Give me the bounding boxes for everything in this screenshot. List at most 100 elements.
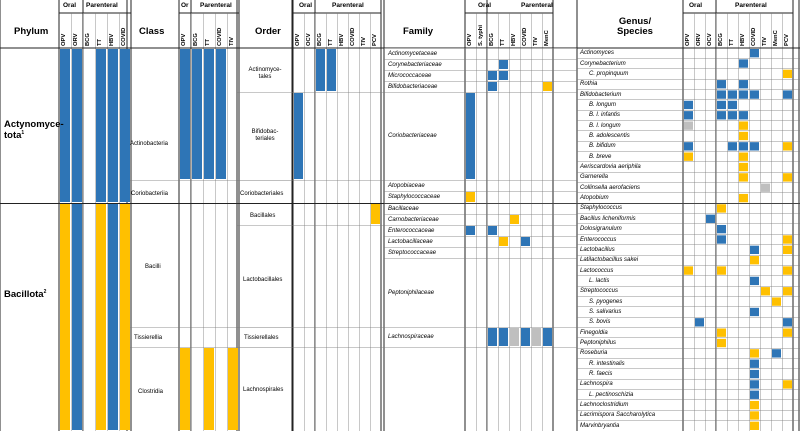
family-cell-bcg-1 <box>488 71 497 80</box>
genus-row-r-faecis: R. faecis <box>589 371 613 378</box>
class-col-tiv: TIV <box>229 36 235 46</box>
genus-row-c-propinquum: C. propinquum <box>589 70 629 77</box>
family-parenteral: Parenteral <box>521 2 553 9</box>
family-row-peptoniphilaceae: Peptoniphilaceae <box>388 289 435 296</box>
genus-cell-bcg-5 <box>717 90 726 99</box>
order-col-tiv: TIV <box>360 36 367 46</box>
order-header: Order <box>255 26 281 37</box>
genus-cell-pcv-38 <box>783 245 792 255</box>
genus-row-finegoldia: Finegoldia <box>580 329 608 336</box>
family-cell-tt-0 <box>499 60 508 69</box>
genus-row-latilactobacillus-sakei: Latilactobacillus sakei <box>580 257 639 264</box>
genus-cell-hbv-1 <box>739 59 748 68</box>
class-cell-opv-0 <box>180 49 190 179</box>
genus-col-bcg: BCG <box>717 33 724 46</box>
genus-cell-hbv-31 <box>739 193 748 203</box>
order-cell-tt-1 <box>327 49 336 91</box>
order-col-opv: OPV <box>294 33 301 46</box>
genus-col-opv: OPV <box>684 33 691 46</box>
phylum-cell-covid-4 <box>120 49 130 202</box>
family-row-staphylococcaceae: Staphylococcaceae <box>388 194 441 200</box>
class-col-covid: COVID <box>217 27 223 46</box>
genus-cell-covid-57 <box>750 380 759 389</box>
genus-cell-hbv-26 <box>739 152 748 161</box>
genus-parenteral: Parenteral <box>735 2 767 9</box>
genus-cell-tt-21 <box>728 142 737 151</box>
genus-cell-hbv-16 <box>739 111 748 120</box>
genus-cell-menc-54 <box>772 349 781 358</box>
genus-col-covid: COVID <box>750 27 757 46</box>
genus-cell-covid-61 <box>750 411 759 420</box>
class-row-bacilli: Bacilli <box>145 264 161 270</box>
genus-cell-covid-37 <box>750 245 759 255</box>
family-cell-opv-6 <box>466 192 475 202</box>
class-cell-tiv-6 <box>228 348 238 430</box>
family-row-coriobacteriaceae: Coriobacteriaceae <box>388 133 437 139</box>
family-cell-opv-5 <box>466 93 475 179</box>
genus-row-b-l-infantis: B. l. infantis <box>589 112 621 119</box>
genus-cell-pcv-29 <box>783 173 792 182</box>
class-cell-tt-5 <box>204 348 214 430</box>
genus-row-b-l-longum: B. l. longum <box>589 122 621 129</box>
genus-col-hbv: HBV <box>739 33 746 46</box>
genus-cell-hbv-19 <box>739 131 748 141</box>
family-cell-tt-13 <box>499 328 508 346</box>
phylum-oral: Oral <box>63 2 77 9</box>
genus-row-r-intestinalis: R. intestinalis <box>589 360 625 367</box>
genus-cell-bcg-11 <box>717 100 726 110</box>
family-row-carnobacteriaceae: Carnobacteriaceae <box>388 216 439 223</box>
family-col-hbv: HBV <box>510 33 517 46</box>
genus-col-menc: MenC <box>772 30 779 46</box>
family-col-opv: OPV <box>466 33 473 46</box>
genus-cell-covid-8 <box>750 90 759 99</box>
order-col-hbv: HBV <box>338 33 345 46</box>
order-oral: Oral <box>299 2 313 9</box>
phylum-row-bacillota: Bacillota2 <box>4 289 47 301</box>
genus-row-collinsella-aerofaciens: Collinsella aerofaciens <box>580 184 641 191</box>
class-col-opv: OPV <box>181 33 187 46</box>
genus-row-b-breve: B. breve <box>589 153 612 160</box>
phylum-cell-tt-2 <box>96 49 106 202</box>
phylum-cell-orv-1 <box>72 49 82 202</box>
order-row-lactobacillales: Lactobacillales <box>243 277 283 283</box>
genus-cell-covid-55 <box>750 359 759 368</box>
genus-col-tt: TT <box>728 38 735 46</box>
genus-row-b-longum: B. longum <box>589 101 617 108</box>
family-row-lactobacillaceae: Lactobacillaceae <box>388 238 433 245</box>
genus-row-b-bifidum: B. bifidum <box>589 143 616 150</box>
family-col-bcg: BCG <box>488 33 495 46</box>
genus-row-atopobium: Atopobium <box>580 195 609 202</box>
order-parenteral: Parenteral <box>332 2 364 9</box>
genus-row-lacrimispora-saccharolytica: Lacrimispora Saccharolytica <box>580 412 656 419</box>
genus-row-actinomyces: Actinomyces <box>580 50 615 57</box>
genus-row-corynebacterium: Corynebacterium <box>580 60 626 67</box>
genus-cell-hbv-7 <box>739 90 748 99</box>
genus-cell-bcg-14 <box>717 111 726 120</box>
class-parenteral: Parenteral <box>200 2 232 9</box>
genus-cell-tt-12 <box>728 100 737 110</box>
phylum-col-orv: ORV <box>73 33 79 46</box>
genus-cell-hbv-22 <box>739 142 748 151</box>
class-row-clostridia: Clostridia <box>138 389 164 395</box>
order-col-tt: TT <box>327 38 334 46</box>
order-col-bcg: BCG <box>316 33 323 46</box>
class-row-coriobacteriia: Coriobacteriia <box>131 191 169 197</box>
phylum-cell-covid-9 <box>120 204 130 430</box>
order-row-tissierellales: Tissierellales <box>244 335 279 341</box>
family-cell-hbv-7 <box>510 215 519 224</box>
genus-cell-bcg-3 <box>717 80 726 89</box>
genus-cell-opv-25 <box>684 152 693 161</box>
genus-cell-covid-60 <box>750 400 759 410</box>
family-row-lachnospiraceae: Lachnospiraceae <box>388 334 434 340</box>
family-row-streptococcaceae: Streptococcaceae <box>388 249 437 256</box>
genus-row-streptococcus: Streptococcus <box>580 288 619 295</box>
genus-oral: Oral <box>689 2 703 9</box>
family-cell-tiv-16 <box>532 328 541 346</box>
genus-row-garnerella: Garnerella <box>580 174 609 181</box>
phylum-cell-orv-6 <box>72 204 82 430</box>
phylum-col-bcg: BCG <box>85 33 91 46</box>
class-col-tt: TT <box>205 38 211 46</box>
family-row-enterococcaceae: Enterococcaceae <box>388 227 435 234</box>
order-row-bifidobacteriales: Bifidobac- teriales <box>251 129 279 143</box>
family-cell-opv-8 <box>466 226 475 235</box>
